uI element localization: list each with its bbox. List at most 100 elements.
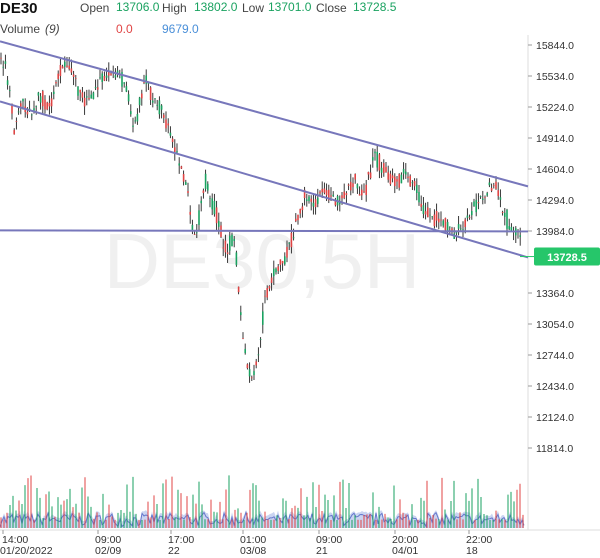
candle-body (400, 174, 403, 184)
candle-body (334, 200, 337, 206)
x-tick-time: 14:00 (2, 534, 28, 546)
candle-body (189, 211, 191, 215)
y-tick-label: 14294.0 (536, 195, 574, 207)
candle-body (286, 246, 288, 258)
candle-body (251, 377, 253, 379)
candle-body (479, 196, 482, 197)
candle-body (248, 369, 251, 377)
y-tick-label: 14914.0 (536, 133, 574, 145)
candle-body (134, 120, 136, 122)
candle-body (497, 190, 499, 196)
low-value: 13701.0 (268, 0, 312, 14)
candle-body (482, 198, 484, 200)
candle-body (290, 232, 293, 248)
candle-body (389, 173, 392, 185)
candle-body (435, 210, 438, 221)
candle-body (317, 197, 319, 204)
candle-body (196, 232, 198, 234)
candle-body (266, 287, 268, 298)
candle-body (367, 171, 370, 175)
candle-body (306, 199, 308, 202)
candle-body (15, 121, 18, 122)
candle-body (116, 70, 119, 75)
candle-body (257, 354, 260, 356)
x-tick-time: 09:00 (316, 534, 342, 546)
candle-body (35, 105, 37, 107)
candle-body (180, 166, 183, 169)
candle-body (383, 163, 385, 174)
candle-body (332, 194, 334, 197)
candle-body (75, 78, 77, 79)
candle-body (176, 151, 178, 153)
candle-body (99, 77, 101, 79)
candle-body (114, 75, 117, 78)
candle-body (464, 219, 466, 228)
candle-body (17, 111, 20, 113)
candle-body (341, 195, 343, 199)
candle-body (105, 75, 108, 78)
x-tick-time: 22:00 (466, 534, 492, 546)
candle-body (378, 154, 381, 171)
candle-body (281, 261, 284, 264)
y-tick-label: 13984.0 (536, 226, 574, 238)
candle-body (119, 76, 121, 78)
candle-body (138, 97, 141, 106)
candle-body (427, 207, 429, 218)
candle-body (81, 92, 84, 98)
candle-body (484, 197, 486, 198)
candle-body (147, 83, 150, 84)
candle-body (279, 259, 282, 265)
candle-body (352, 183, 354, 188)
candle-body (46, 102, 48, 110)
candle-body (308, 196, 310, 202)
candle-body (88, 98, 90, 100)
candle-body (57, 73, 59, 79)
candle-body (418, 192, 420, 203)
candle-body (312, 202, 315, 207)
candle-body (44, 99, 46, 110)
candle-body (204, 173, 207, 189)
candle-body (325, 190, 328, 196)
candle-body (209, 198, 211, 199)
candle-body (136, 114, 139, 122)
volume-label: Volume (0, 22, 41, 36)
candle-body (374, 151, 376, 154)
candle-body (462, 229, 464, 231)
candle-body (387, 172, 389, 180)
candle-body (123, 82, 125, 84)
candle-body (508, 226, 510, 230)
candle-body (365, 184, 367, 196)
candle-body (187, 191, 189, 193)
candle-body (310, 198, 312, 202)
candle-body (486, 193, 488, 196)
candle-body (347, 184, 350, 186)
candle-body (457, 224, 460, 229)
candle-body (141, 93, 143, 99)
candle-body (200, 200, 202, 204)
candle-body (226, 252, 229, 255)
candle-body (402, 168, 405, 174)
candle-body (411, 182, 414, 184)
candle-body (68, 65, 70, 70)
y-tick-label: 13364.0 (536, 288, 574, 300)
candle-body (394, 176, 396, 187)
candle-body (11, 103, 13, 114)
candle-body (59, 65, 62, 77)
candle-body (83, 97, 86, 107)
candle-body (77, 86, 79, 96)
candle-body (64, 61, 66, 67)
candle-body (356, 184, 359, 189)
x-tick-date: 02/09 (95, 545, 121, 557)
candle-body (79, 89, 81, 93)
candle-body (288, 242, 290, 244)
candle-body (330, 195, 332, 197)
candle-body (268, 285, 271, 289)
candle-body (350, 181, 352, 191)
close-value: 13728.5 (353, 0, 397, 14)
candle-body (182, 174, 185, 182)
candle-body (215, 207, 218, 224)
candle-body (167, 123, 169, 126)
candle-body (319, 191, 321, 194)
